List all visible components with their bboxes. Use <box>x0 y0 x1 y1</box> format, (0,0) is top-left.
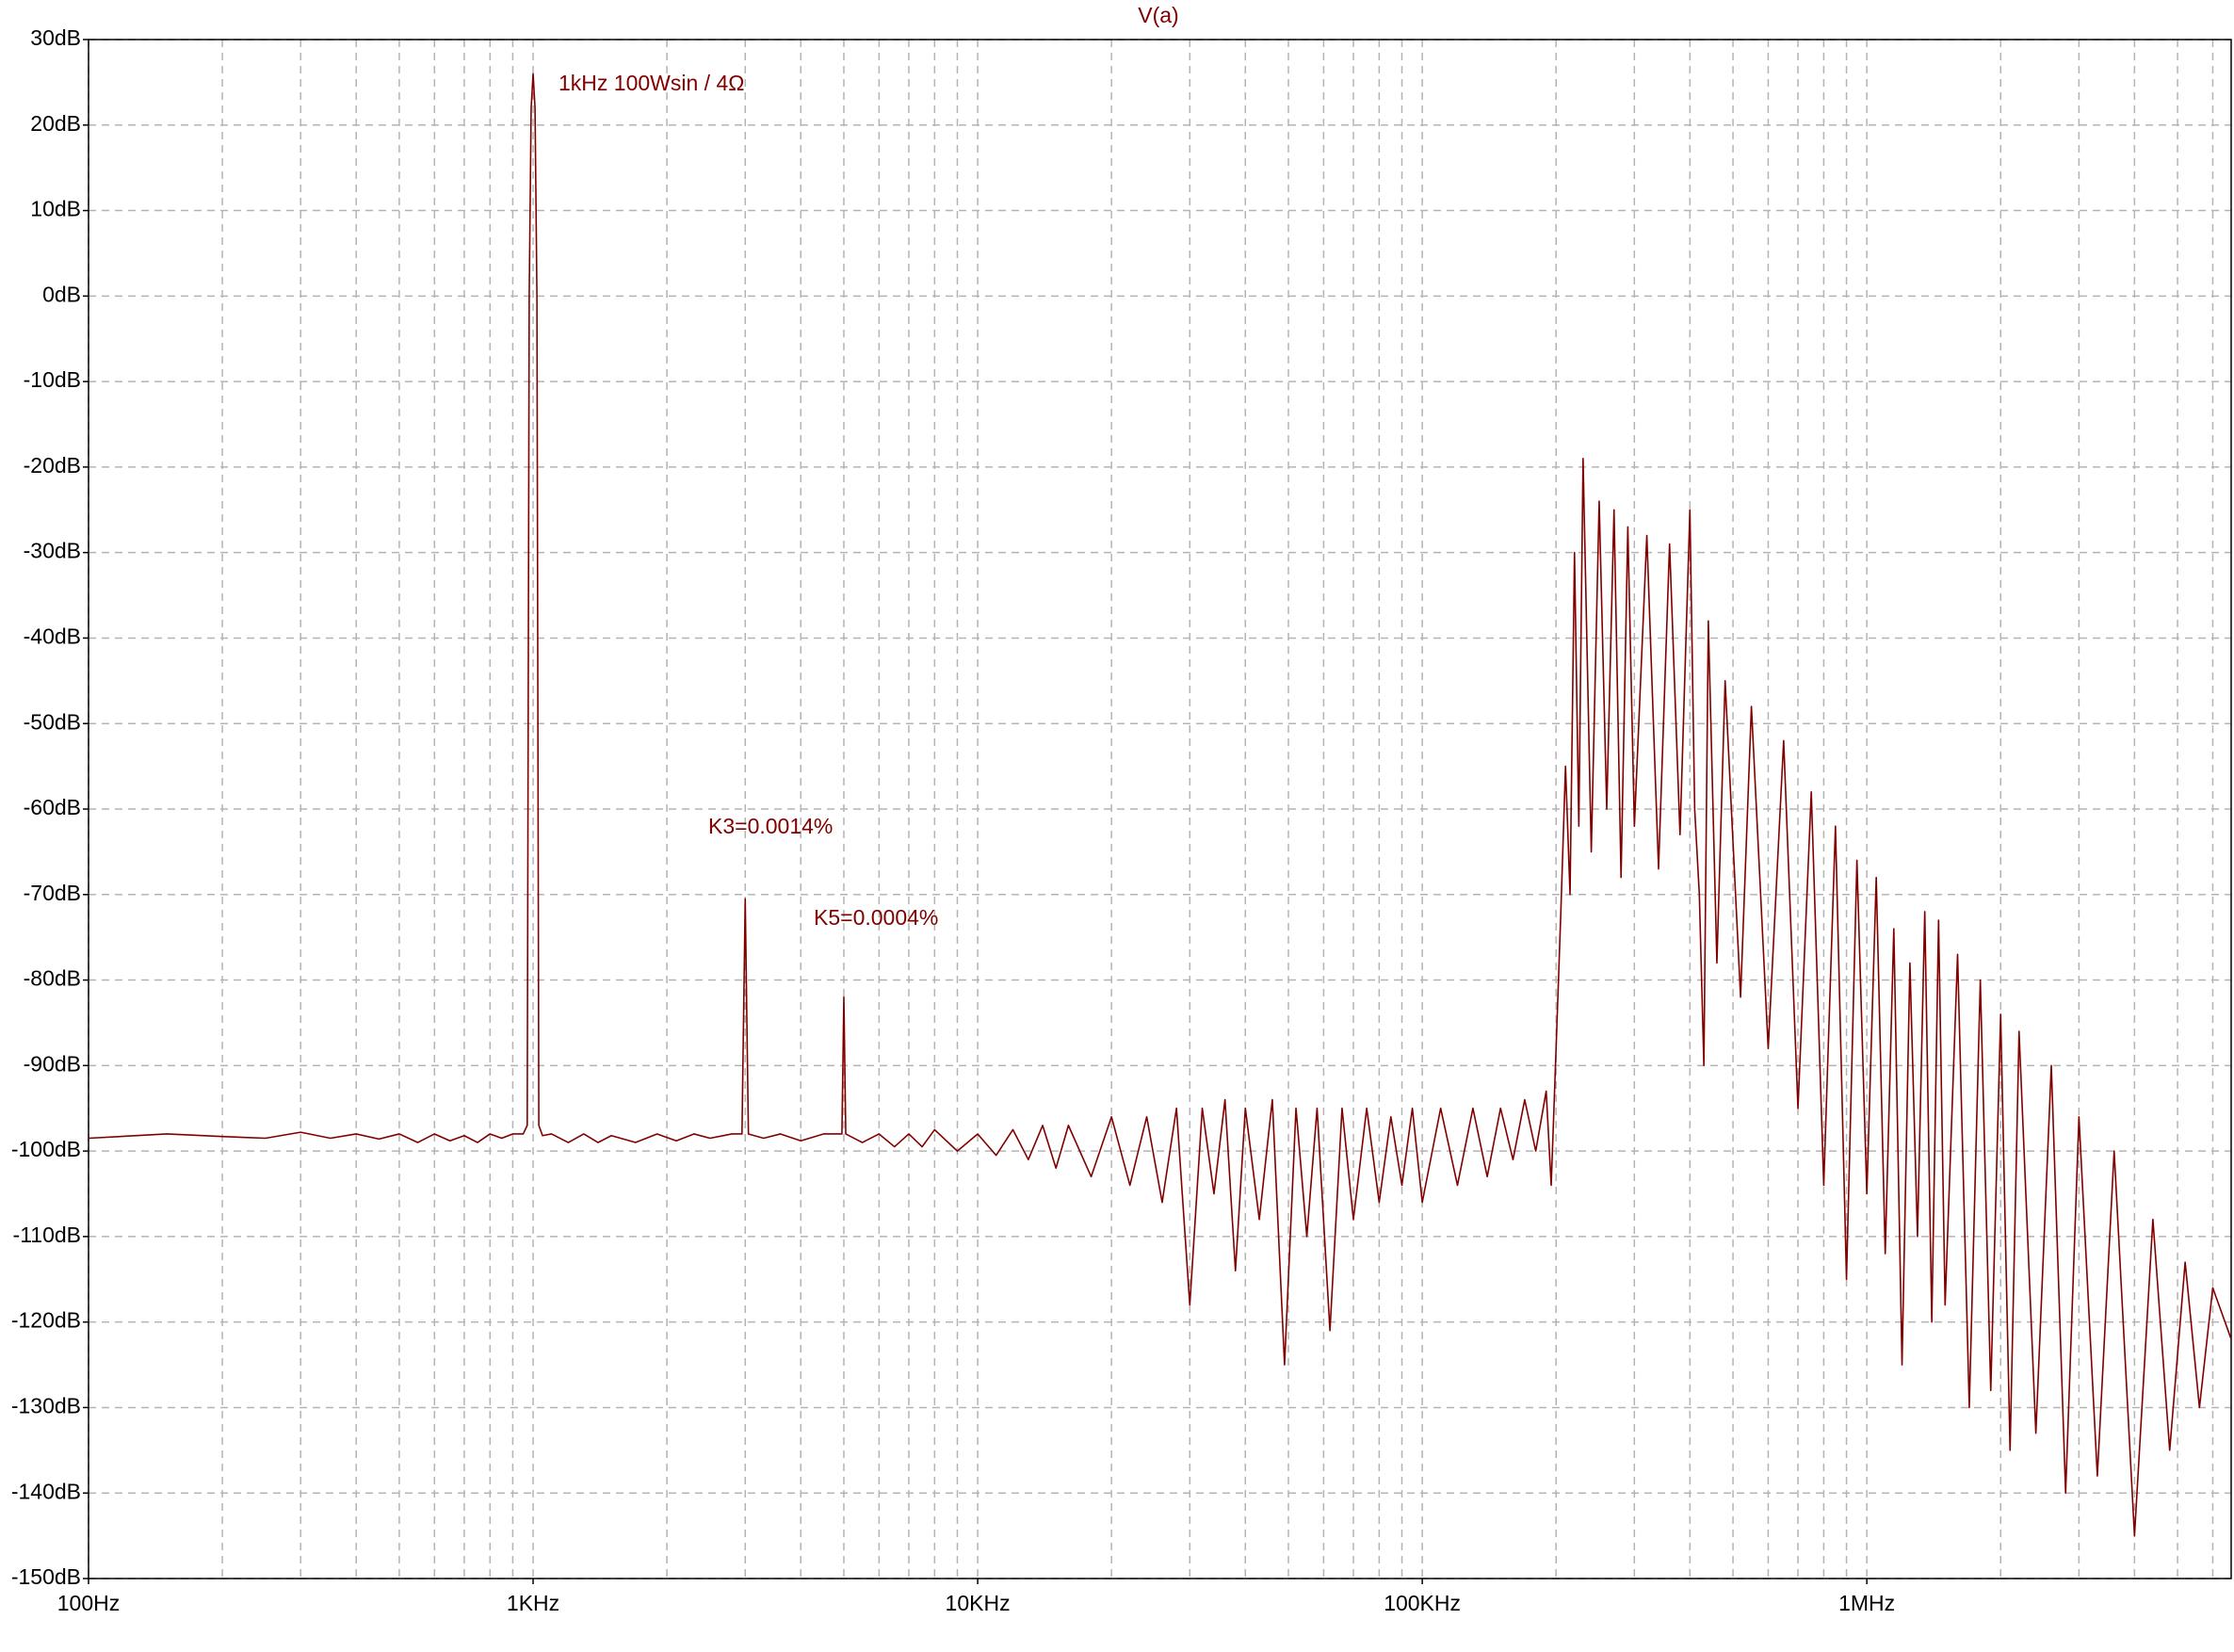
annotation: 1kHz 100Wsin / 4Ω <box>558 71 744 95</box>
x-tick-label: 100KHz <box>1384 1591 1461 1615</box>
y-tick-label: -90dB <box>24 1051 81 1076</box>
y-tick-label: 30dB <box>30 25 81 50</box>
y-tick-label: -30dB <box>24 539 81 563</box>
y-tick-label: -110dB <box>13 1223 81 1247</box>
y-tick-label: 20dB <box>30 111 81 136</box>
y-tick-label: -100dB <box>11 1137 81 1161</box>
chart-title: V(a) <box>1138 3 1178 27</box>
annotation: K5=0.0004% <box>814 905 938 930</box>
y-tick-label: -140dB <box>11 1479 81 1503</box>
y-tick-label: -70dB <box>24 881 81 905</box>
y-tick-label: 10dB <box>30 197 81 221</box>
x-tick-label: 1KHz <box>507 1591 559 1615</box>
spectrum-line <box>88 73 2232 1537</box>
y-tick-label: -120dB <box>11 1308 81 1333</box>
y-tick-label: -80dB <box>24 966 81 991</box>
x-tick-label: 100Hz <box>57 1591 120 1615</box>
x-tick-label: 1MHz <box>1838 1591 1895 1615</box>
y-tick-label: -10dB <box>24 367 81 392</box>
annotation: K3=0.0014% <box>708 814 833 838</box>
y-tick-label: -130dB <box>11 1394 81 1418</box>
x-tick-label: 10KHz <box>946 1591 1011 1615</box>
y-tick-label: -150dB <box>11 1564 81 1589</box>
y-tick-label: 0dB <box>42 282 81 306</box>
y-tick-label: -20dB <box>24 453 81 478</box>
y-tick-label: -50dB <box>24 709 81 734</box>
plot-frame <box>88 39 2232 1579</box>
y-tick-label: -40dB <box>24 624 81 649</box>
y-tick-label: -60dB <box>24 795 81 819</box>
